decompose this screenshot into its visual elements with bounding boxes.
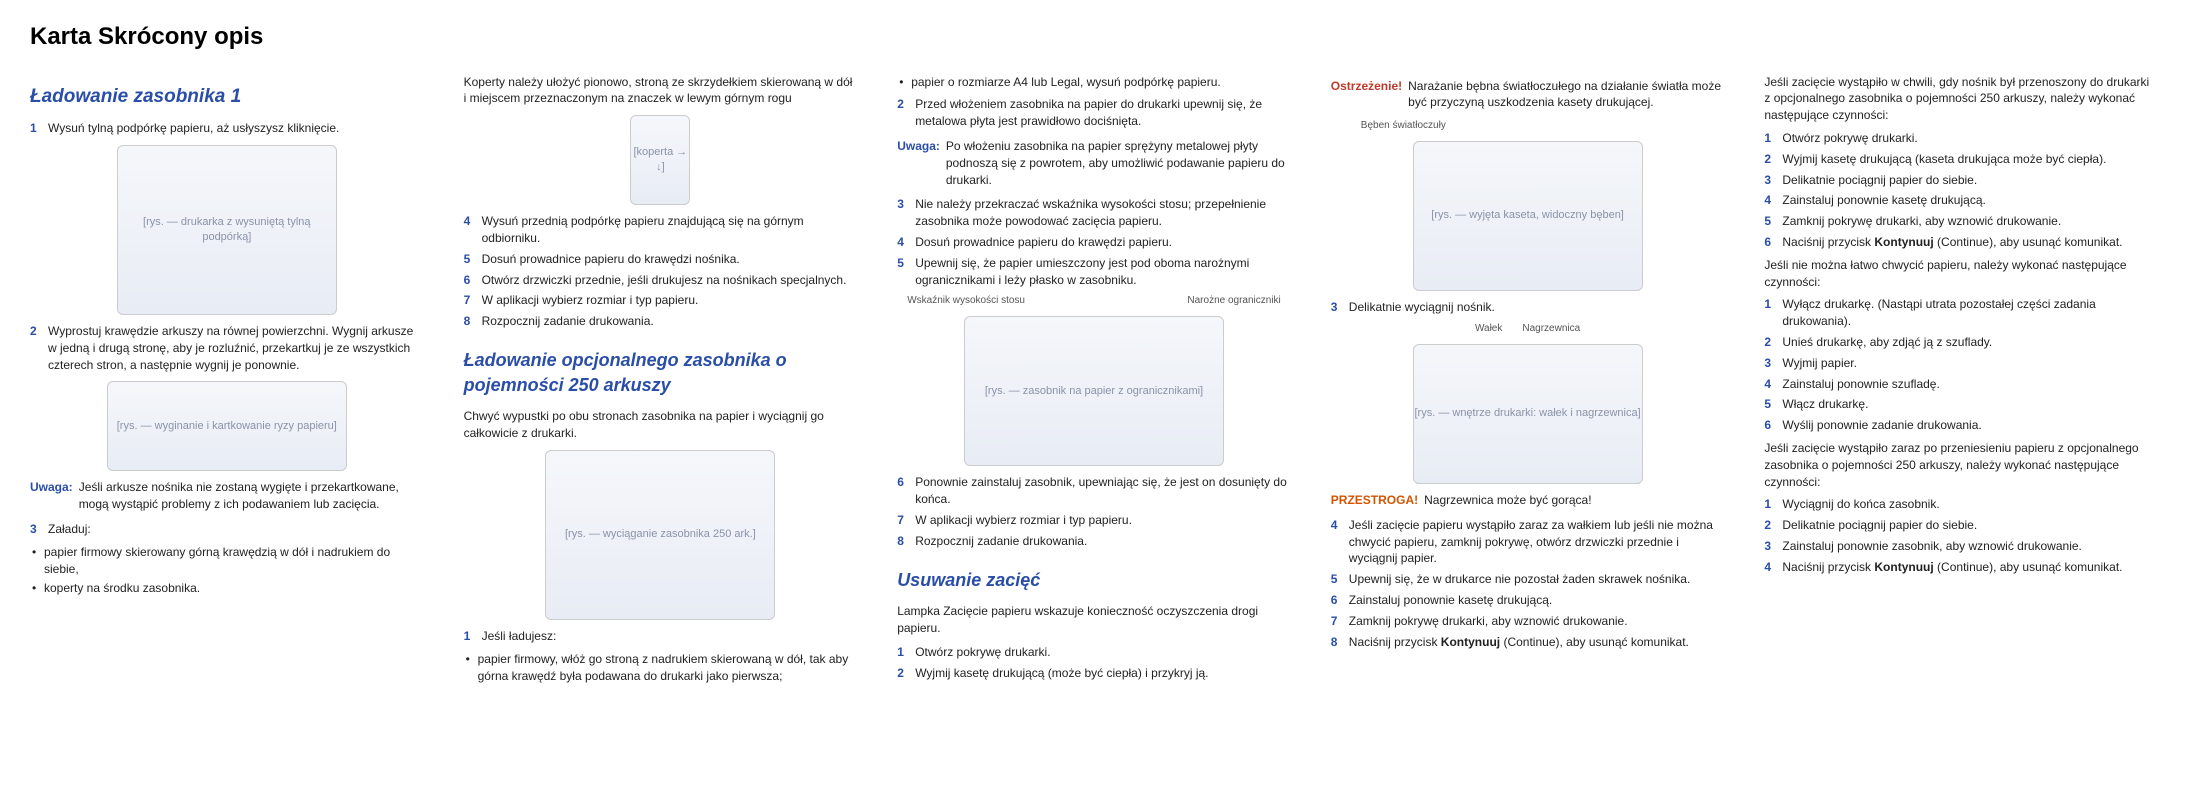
c5b-4: 4Zainstaluj ponownie szufladę.: [1764, 376, 2158, 393]
c3-step-6: 6Ponownie zainstaluj zasobnik, upewniają…: [897, 474, 1291, 508]
c4-step-5: 5Upewnij się, że w drukarce nie pozostał…: [1331, 571, 1725, 588]
caution-label: PRZESTROGA!: [1331, 492, 1418, 509]
c5c-4: 4 Naciśnij przycisk Kontynuuj (Continue)…: [1764, 559, 2158, 576]
heading-clear-jams: Usuwanie zacięć: [897, 568, 1291, 593]
c5c-3: 3Zainstaluj ponownie zasobnik, aby wznow…: [1764, 538, 2158, 555]
figure-pull-tray: [rys. — wyciąganie zasobnika 250 ark.]: [545, 450, 775, 620]
c5a-2: 2Wyjmij kasetę drukującą (kaseta drukują…: [1764, 151, 2158, 168]
caution-fuser: PRZESTROGA! Nagrzewnica może być gorąca!: [1331, 492, 1725, 509]
fig-label-stack-height: Wskaźnik wysokości stosu: [907, 294, 1025, 308]
note-text: Jeśli arkusze nośnika nie zostaną wygięt…: [79, 479, 424, 513]
warning-text: Narażanie bębna światłoczułego na działa…: [1408, 78, 1724, 112]
c1-step-2: 2Wyprostuj krawędzie arkuszy na równej p…: [30, 323, 424, 373]
c5b-5: 5Włącz drukarkę.: [1764, 396, 2158, 413]
caution-text: Nagrzewnica może być gorąca!: [1424, 492, 1591, 509]
column-2: Koperty należy ułożyć pionowo, stroną ze…: [464, 70, 858, 689]
fig-label-drum: Bęben światłoczuły: [1331, 119, 1725, 133]
note-fan-paper: Uwaga: Jeśli arkusze nośnika nie zostaną…: [30, 479, 424, 513]
c5-intro-a: Jeśli zacięcie wystąpiło w chwili, gdy n…: [1764, 74, 2158, 124]
figure-cartridge-drum: [rys. — wyjęta kaseta, widoczny bęben]: [1413, 141, 1643, 291]
c5a-5: 5Zamknij pokrywę drukarki, aby wznowić d…: [1764, 213, 2158, 230]
note-label: Uwaga:: [30, 479, 73, 513]
c5b-3: 3Wyjmij papier.: [1764, 355, 2158, 372]
column-4: Ostrzeżenie! Narażanie bębna światłoczuł…: [1331, 70, 1725, 689]
c4-step-4: 4Jeśli zacięcie papieru wystąpiło zaraz …: [1331, 517, 1725, 567]
warning-label: Ostrzeżenie!: [1331, 78, 1402, 112]
c3-jam-1: 1Otwórz pokrywę drukarki.: [897, 644, 1291, 661]
fig-label-fuser: Nagrzewnica: [1522, 322, 1580, 336]
c4-step-6: 6Zainstaluj ponownie kasetę drukującą.: [1331, 592, 1725, 609]
column-5: Jeśli zacięcie wystąpiło w chwili, gdy n…: [1764, 70, 2158, 689]
note-text-2: Po włożeniu zasobnika na papier sprężyny…: [946, 138, 1291, 188]
fig-label-roller: Wałek: [1475, 322, 1502, 336]
kontynuuj-bold: Kontynuuj: [1441, 635, 1500, 649]
c5b-6: 6Wyślij ponownie zadanie drukowania.: [1764, 417, 2158, 434]
c1-step-1: 1Wysuń tylną podpórkę papieru, aż usłysz…: [30, 120, 424, 137]
c5c-2: 2Delikatnie pociągnij papier do siebie.: [1764, 517, 2158, 534]
column-1: Ładowanie zasobnika 1 1Wysuń tylną podpó…: [30, 70, 424, 689]
c3-step-7: 7W aplikacji wybierz rozmiar i typ papie…: [897, 512, 1291, 529]
c5b-1: 1Wyłącz drukarkę. (Nastąpi utrata pozost…: [1764, 296, 2158, 330]
c2b-step-1: 1Jeśli ładujesz:: [464, 628, 858, 645]
c3-jam-2: 2Wyjmij kasetę drukującą (może być ciepł…: [897, 665, 1291, 682]
c4-step-7: 7Zamknij pokrywę drukarki, aby wznowić d…: [1331, 613, 1725, 630]
note-label-2: Uwaga:: [897, 138, 940, 188]
figure-tray-limits: [rys. — zasobnik na papier z ogranicznik…: [964, 316, 1224, 466]
c5-intro-b: Jeśli nie można łatwo chwycić papieru, n…: [1764, 257, 2158, 291]
warning-drum: Ostrzeżenie! Narażanie bębna światłoczuł…: [1331, 78, 1725, 112]
heading-load-tray-250: Ładowanie opcjonalnego zasobnika o pojem…: [464, 348, 858, 398]
c3-step-5: 5Upewnij się, że papier umieszczony jest…: [897, 255, 1291, 289]
figure-envelope-orientation: [koperta → ↓]: [630, 115, 690, 205]
c4-step-3: 3Delikatnie wyciągnij nośnik.: [1331, 299, 1725, 316]
c2-step-4: 4Wysuń przednią podpórkę papieru znajduj…: [464, 213, 858, 247]
c1-step-2-text: Wyprostuj krawędzie arkuszy na równej po…: [48, 324, 413, 372]
c5a-3: 3Delikatnie pociągnij papier do siebie.: [1764, 172, 2158, 189]
c5c-1: 1Wyciągnij do końca zasobnik.: [1764, 496, 2158, 513]
figure-fan-paper: [rys. — wyginanie i kartkowanie ryzy pap…: [107, 381, 347, 471]
c5a-6: 6 Naciśnij przycisk Kontynuuj (Continue)…: [1764, 234, 2158, 251]
figure-printer-rear-support: [rys. — drukarka z wysuniętą tylną podpó…: [117, 145, 337, 315]
c1-step-1-text: Wysuń tylną podpórkę papieru, aż usłyszy…: [48, 121, 339, 135]
c3-step-8: 8Rozpocznij zadanie drukowania.: [897, 533, 1291, 550]
note-metal-plate: Uwaga: Po włożeniu zasobnika na papier s…: [897, 138, 1291, 188]
c2-step-7: 7W aplikacji wybierz rozmiar i typ papie…: [464, 292, 858, 309]
c2-intro-250: Chwyć wypustki po obu stronach zasobnika…: [464, 408, 858, 442]
c4-step-8: 8 Naciśnij przycisk Kontynuuj (Continue)…: [1331, 634, 1725, 651]
figure-fuser-roller: [rys. — wnętrze drukarki: wałek i nagrze…: [1413, 344, 1643, 484]
c3-step-4: 4Dosuń prowadnice papieru do krawędzi pa…: [897, 234, 1291, 251]
c5b-2: 2Unieś drukarkę, aby zdjąć ją z szuflady…: [1764, 334, 2158, 351]
c5-intro-c: Jeśli zacięcie wystąpiło zaraz po przeni…: [1764, 440, 2158, 490]
c1-step-3: 3Załaduj:: [30, 521, 424, 538]
c5a-4: 4Zainstaluj ponownie kasetę drukującą.: [1764, 192, 2158, 209]
c2b-bullet-letterhead: papier firmowy, włóż go stroną z nadruki…: [464, 651, 858, 685]
fig-label-corner-stops: Narożne ograniczniki: [1187, 294, 1280, 308]
c3-step-3: 3Nie należy przekraczać wskaźnika wysoko…: [897, 196, 1291, 230]
c2-step-6: 6Otwórz drzwiczki przednie, jeśli drukuj…: [464, 272, 858, 289]
c1-bullet-envelopes: koperty na środku zasobnika.: [30, 580, 424, 597]
heading-load-tray1: Ładowanie zasobnika 1: [30, 84, 424, 111]
column-3: papier o rozmiarze A4 lub Legal, wysuń p…: [897, 70, 1291, 689]
c3-step-2: 2Przed włożeniem zasobnika na papier do …: [897, 96, 1291, 130]
c1-bullet-letterhead: papier firmowy skierowany górną krawędzi…: [30, 544, 424, 578]
page-title: Karta Skrócony opis: [30, 20, 2158, 54]
c2-step-8: 8Rozpocznij zadanie drukowania.: [464, 313, 858, 330]
c5a-1: 1Otwórz pokrywę drukarki.: [1764, 130, 2158, 147]
c3-jam-intro: Lampka Zacięcie papieru wskazuje koniecz…: [897, 603, 1291, 637]
c1-step-3-text: Załaduj:: [48, 522, 91, 536]
c2-intro-envelopes: Koperty należy ułożyć pionowo, stroną ze…: [464, 74, 858, 108]
c2-step-5: 5Dosuń prowadnice papieru do krawędzi no…: [464, 251, 858, 268]
c3-bullet-a4legal: papier o rozmiarze A4 lub Legal, wysuń p…: [897, 74, 1291, 91]
